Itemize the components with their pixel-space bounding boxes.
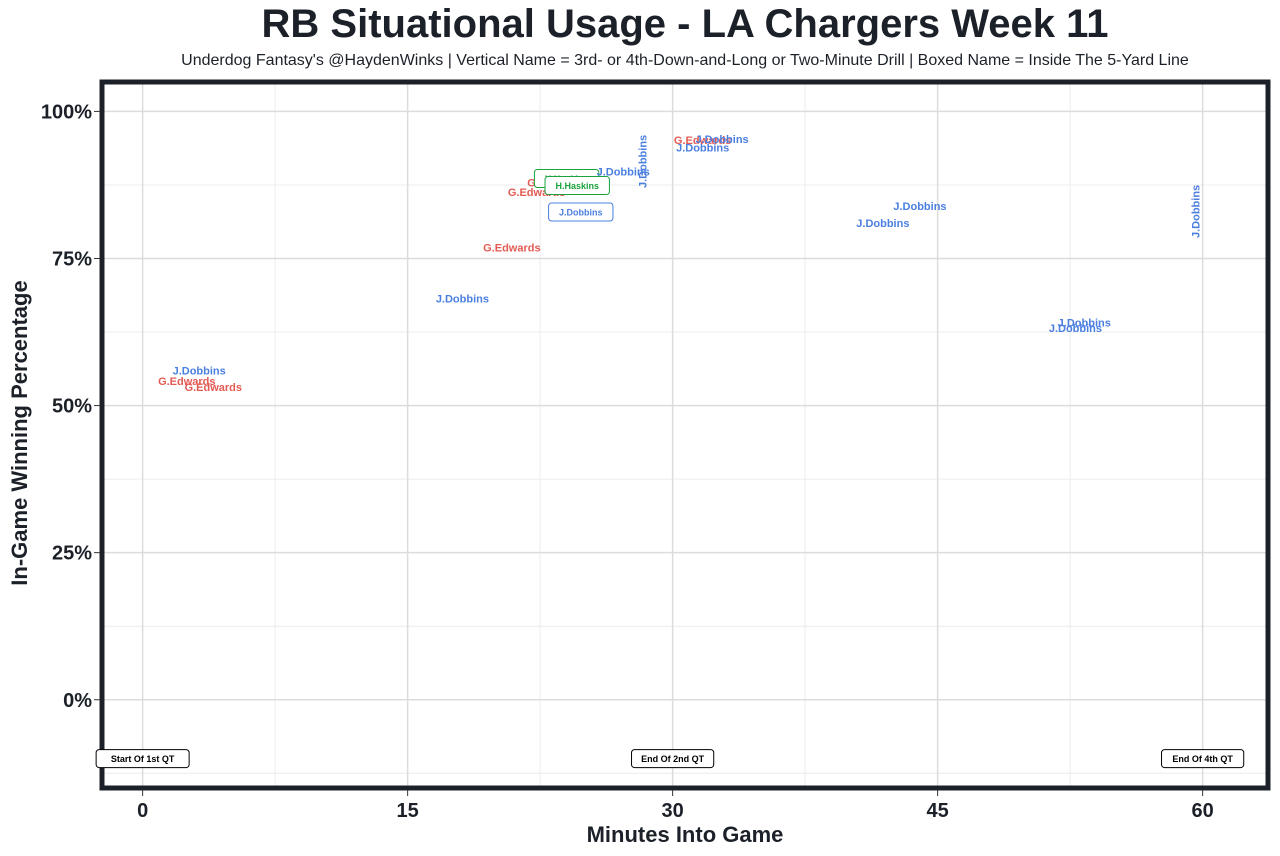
quarter-annotation: End Of 4th QT	[1161, 749, 1245, 769]
grid	[102, 82, 1268, 788]
data-point: J.Dobbins	[436, 294, 489, 306]
x-tick-label: 45	[927, 800, 949, 822]
x-tick-label: 60	[1192, 800, 1214, 822]
annotation-label: Start Of 1st QT	[111, 754, 175, 764]
data-point: G.Edwards	[674, 135, 731, 147]
annotation-box	[95, 749, 190, 769]
data-point-box	[548, 202, 614, 222]
data-point-box	[544, 176, 610, 196]
y-tick-label: 25%	[52, 543, 92, 565]
annotation-label: End Of 4th QT	[1172, 754, 1233, 764]
chart-subtitle: Underdog Fantasy's @HaydenWinks | Vertic…	[181, 52, 1189, 69]
data-point: G.Edwards	[185, 382, 242, 394]
data-point-boxed: J.Dobbins	[548, 202, 614, 222]
data-point-vertical: J.Dobbins	[1191, 185, 1203, 238]
annotation-box	[1161, 749, 1245, 769]
data-point-vertical: J.Dobbins	[638, 135, 650, 188]
data-points: J.DobbinsG.EdwardsG.EdwardsJ.DobbinsG.Ed…	[158, 134, 1203, 394]
x-axis-label: Minutes Into Game	[587, 822, 784, 847]
quarter-annotation: Start Of 1st QT	[95, 749, 190, 769]
x-tick-label: 30	[662, 800, 684, 822]
quarter-annotations: Start Of 1st QT End Of 2nd QT End Of 4th Q…	[95, 749, 1245, 769]
y-tick-label: 100%	[41, 101, 92, 123]
data-point: J.Dobbins	[696, 134, 749, 146]
data-point: J.Dobbins	[676, 142, 729, 154]
data-point: G.Edwards	[483, 242, 540, 254]
data-point: J.Dobbins	[1058, 318, 1111, 330]
data-point-boxed: H.Haskins	[544, 176, 610, 196]
annotation-label: End Of 2nd QT	[641, 754, 704, 764]
data-point: J.Dobbins	[893, 201, 946, 213]
data-point-label: J.Dobbins	[559, 208, 603, 218]
x-tick-label: 0	[137, 800, 148, 822]
data-point: J.Dobbins	[173, 365, 226, 377]
data-point: J.Dobbins	[856, 218, 909, 230]
chart-title: RB Situational Usage - LA Chargers Week …	[261, 2, 1109, 46]
y-tick-label: 50%	[52, 396, 92, 418]
data-point: G.Edwards	[158, 376, 215, 388]
quarter-annotation: End Of 2nd QT	[631, 749, 715, 769]
data-point: J.Dobbins	[597, 166, 650, 178]
data-point: J.Dobbins	[1049, 323, 1102, 335]
data-point-label: H.Haskins	[555, 181, 599, 191]
axis-ticks: 0 15 30 45 60 0% 25% 50% 75% 100%	[41, 101, 1214, 822]
y-tick-label: 0%	[63, 690, 92, 712]
plot-panel-border	[99, 79, 1271, 791]
x-tick-label: 15	[397, 800, 419, 822]
annotation-box	[631, 749, 715, 769]
y-axis-label: In-Game Winning Percentage	[7, 280, 32, 585]
y-tick-label: 75%	[52, 249, 92, 271]
